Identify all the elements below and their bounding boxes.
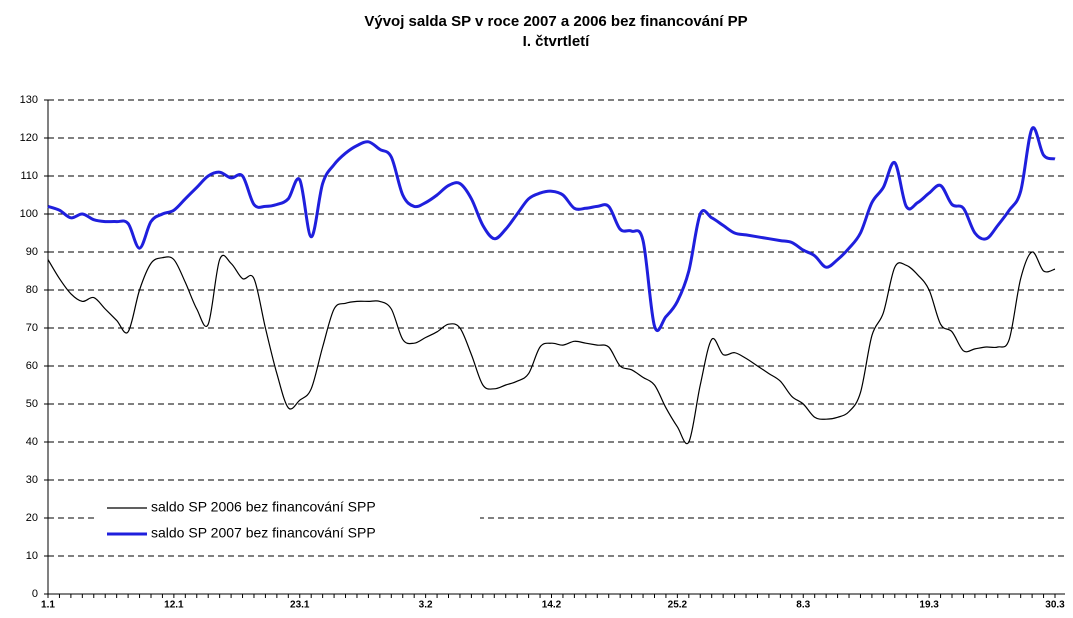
x-tick-label: 25.2 (668, 600, 688, 611)
y-tick-label: 40 (26, 436, 38, 448)
y-tick-label: 100 (20, 208, 38, 220)
chart-subtitle: I. čtvrtletí (523, 33, 591, 50)
y-tick-label: 70 (26, 322, 38, 334)
y-tick-label: 50 (26, 398, 38, 410)
x-tick-label: 8.3 (796, 600, 810, 611)
x-tick-label: 14.2 (542, 600, 562, 611)
y-tick-label: 20 (26, 512, 38, 524)
y-tick-label: 80 (26, 284, 38, 296)
x-tick-label: 30.3 (1045, 600, 1065, 611)
series-line (47, 251, 1056, 445)
x-tick-label: 1.1 (41, 600, 55, 611)
series-line (47, 126, 1056, 333)
y-tick-label: 130 (20, 94, 38, 106)
x-tick-label: 3.2 (419, 600, 433, 611)
legend-box (95, 494, 480, 550)
y-tick-label: 10 (26, 550, 38, 562)
x-tick-label: 23.1 (290, 600, 310, 611)
y-tick-label: 90 (26, 246, 38, 258)
y-tick-label: 0 (32, 588, 38, 600)
legend-label: saldo SP 2007 bez financování SPP (151, 525, 376, 541)
legend-label: saldo SP 2006 bez financování SPP (151, 499, 376, 515)
chart-title: Vývoj salda SP v roce 2007 a 2006 bez fi… (364, 13, 747, 30)
y-tick-label: 30 (26, 474, 38, 486)
y-tick-label: 110 (20, 170, 38, 182)
x-tick-label: 19.3 (919, 600, 939, 611)
y-tick-label: 60 (26, 360, 38, 372)
x-tick-label: 12.1 (164, 600, 184, 611)
y-tick-label: 120 (20, 132, 38, 144)
